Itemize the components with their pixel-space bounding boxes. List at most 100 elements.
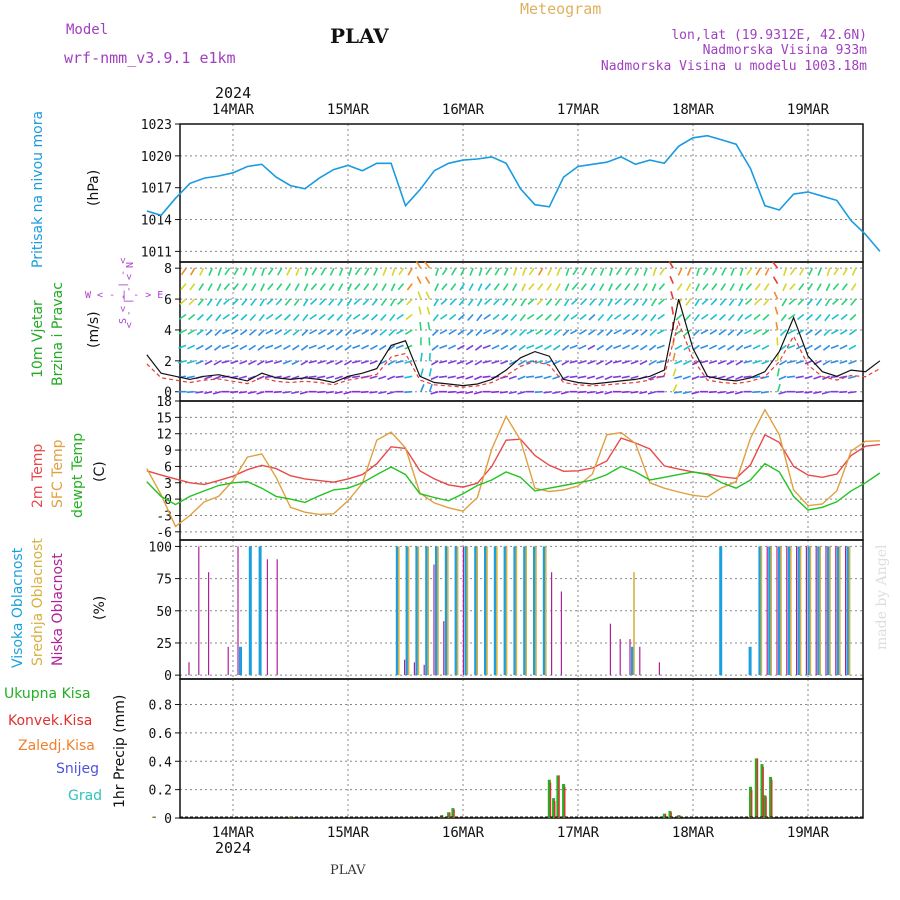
wind-arrow [398,267,405,276]
wind-arrow [404,375,413,379]
wind-arrow [840,313,848,321]
wind-arrow [238,390,248,394]
wind-arrow [501,313,509,321]
wind-arrow [370,313,378,321]
wind-arrow [189,283,196,291]
precip-label-total: Ukupna Kisa [4,686,91,702]
wind-arrow [337,298,344,306]
wind-arrow [586,390,596,394]
wind-arrow [238,375,248,380]
wind-arrow [554,298,561,306]
wind-arrow [788,298,796,305]
pressure-labels: Pritisak na nivou mora (hPa) [30,111,102,268]
cloud-bar-high [542,546,546,676]
wind-arrow [639,360,648,366]
date-label-top: 15MAR [327,102,370,118]
wind-arrow [639,344,648,351]
wind-arrow [833,267,840,276]
wind-arrow [621,375,630,379]
cloud-bar-low [796,546,798,676]
wind-arrow [772,276,779,285]
cloud-bar-high [836,546,840,676]
wind-arrow [839,344,848,350]
wind-arrow [630,375,639,380]
wind-arrow [675,313,683,321]
wind-arrow [830,344,839,350]
wind-arrow [283,344,291,350]
wind-arrow [743,360,752,364]
wind-arrow [448,329,457,335]
wind-arrow [780,314,787,322]
wind-arrow [420,368,424,377]
date-label-bottom: 17MAR [557,825,600,841]
footer-station: PLAV [330,863,366,878]
cloud-bar-low [276,559,278,676]
wind-arrow [702,267,709,276]
cloud-bar-low [413,662,415,676]
wind-arrow [578,375,587,379]
wind-arrow [343,375,352,381]
wind-arrow [804,390,813,394]
cloud-bar-mid [447,546,449,676]
wind-arrow [543,375,552,380]
wind-arrow [265,344,274,350]
wind-arrow [241,298,248,306]
precip-bar-total [447,812,451,818]
wind-arrow [847,375,857,380]
wind-arrow [631,344,639,350]
wind-arrow [458,298,466,306]
wind-arrow [761,360,770,365]
cloud-bar-mid [545,546,547,676]
wind-arrow [448,344,457,350]
wind-arrow [467,298,474,306]
cloud-bar-mid [505,546,508,676]
wind-arrow [396,329,404,335]
y-tick-label: 1011 [141,245,172,260]
wind-arrow [534,390,543,394]
wind-arrow [267,283,274,291]
wind-arrow [439,344,448,350]
wind-arrow [261,267,266,277]
wind-arrow [277,267,283,276]
wind-arrow [656,344,665,350]
model-label: Model [66,22,108,38]
cloud-bar-low [237,546,239,676]
wind-arrow [179,298,187,305]
wind-arrow [431,329,439,337]
wind-arrow [265,360,274,364]
wind-arrow [500,329,509,336]
wind-arrow [572,267,579,276]
wind-arrow [404,329,413,335]
wind-arrow [526,313,535,320]
y-tick-label: 15 [156,411,172,426]
wind-arrow [459,283,466,291]
wind-arrow [563,314,570,322]
wind-arrow [508,390,517,395]
wind-arrow [808,267,814,276]
wind-arrow [233,267,239,276]
wind-arrow [510,313,518,321]
cloud-bar-low [835,546,837,676]
wind-arrow [544,313,552,321]
precip-bar-conv [453,809,455,818]
wind-arrow [850,298,857,306]
wind-arrow [230,360,239,365]
wind-arrow [326,360,335,365]
wind-arrow [560,390,570,395]
wind-arrow [744,329,752,335]
wind-arrow [621,360,630,365]
wind-arrow [319,283,326,291]
y-tick-label: -6 [156,526,172,541]
wind-arrow [726,360,735,366]
wind-arrow [508,375,517,380]
wind-arrow [578,360,587,365]
wind-arrow [691,375,700,381]
wind-arrow [822,375,831,381]
wind-arrow [187,344,196,350]
wind-arrow [850,283,857,291]
wind-arrow [387,344,396,351]
wind-arrow [387,375,396,381]
wind-arrow [406,298,413,306]
y-tick-label: 9 [164,444,172,459]
wind-arrow [702,283,709,291]
